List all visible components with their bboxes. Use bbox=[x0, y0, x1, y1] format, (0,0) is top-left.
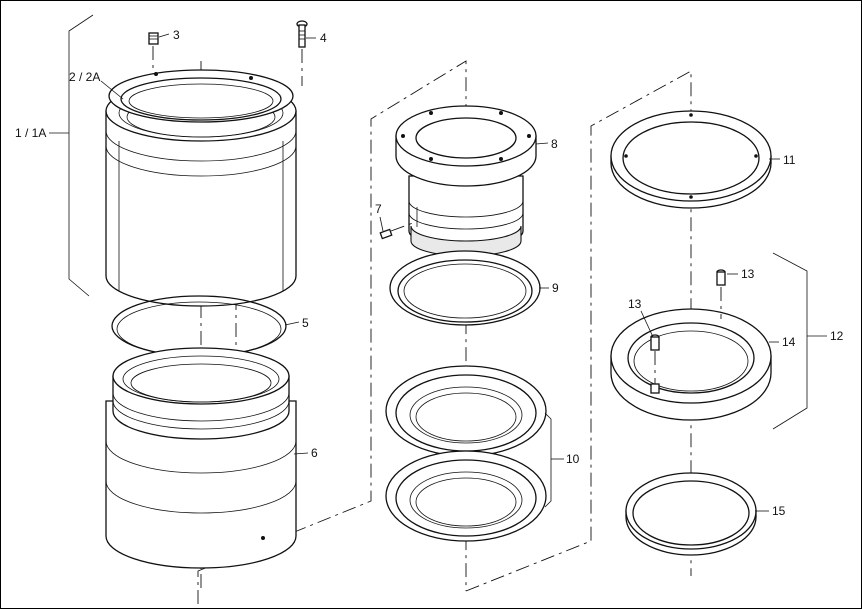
callout-15: 15 bbox=[772, 504, 786, 518]
part-11-ring bbox=[610, 110, 772, 209]
callout-8: 8 bbox=[551, 137, 558, 151]
part-13-pin-fitted bbox=[650, 334, 660, 394]
callout-10: 10 bbox=[566, 452, 580, 466]
callout-3: 3 bbox=[173, 28, 180, 42]
part-4-bolt bbox=[296, 20, 308, 86]
callout-4: 4 bbox=[320, 31, 327, 45]
part-10-bearing-lower bbox=[385, 450, 547, 542]
callout-labels: 1 / 1A 2 / 2A 3 4 5 6 7 8 9 10 11 12 13 … bbox=[15, 28, 844, 518]
callout-9: 9 bbox=[552, 281, 559, 295]
leader-lines bbox=[49, 14, 827, 512]
part-6-lower-housing bbox=[105, 347, 297, 569]
part-7-pin bbox=[379, 222, 414, 240]
part-2-ring bbox=[108, 69, 294, 123]
part-9-ring bbox=[389, 250, 541, 326]
callout-1-1a: 1 / 1A bbox=[15, 126, 46, 140]
callout-11: 11 bbox=[783, 153, 796, 167]
callout-13-fitted-pin: 13 bbox=[628, 297, 642, 311]
callout-12: 12 bbox=[830, 329, 844, 343]
part-8-flange-housing bbox=[395, 105, 537, 257]
callout-14: 14 bbox=[782, 335, 796, 349]
part-3-set-screw bbox=[148, 32, 159, 73]
part-10-bearing-upper bbox=[385, 365, 547, 457]
part-15-snap-ring bbox=[625, 472, 757, 556]
part-14-ring-carrier bbox=[610, 308, 772, 421]
callout-5: 5 bbox=[302, 316, 309, 330]
part-13-pin-loose bbox=[716, 269, 726, 319]
callout-2-2a: 2 / 2A bbox=[69, 70, 100, 84]
callout-13-loose-pin: 13 bbox=[741, 267, 755, 281]
callout-6: 6 bbox=[311, 446, 318, 460]
callout-7: 7 bbox=[375, 202, 382, 216]
